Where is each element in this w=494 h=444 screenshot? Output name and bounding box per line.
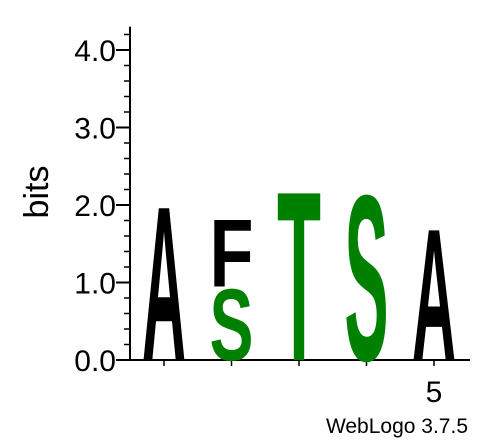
y-tick-label: 2.0 [74, 190, 116, 223]
x-tick-label: 5 [426, 376, 443, 409]
y-axis-label: bits [18, 166, 56, 219]
logo-letter-f: F [210, 200, 254, 308]
logo-letter-s: S [210, 268, 254, 382]
y-tick-label: 1.0 [74, 268, 116, 301]
y-tick-label: 4.0 [74, 35, 116, 68]
y-axis: 0.0 1.0 2.0 3.0 4.0 [74, 26, 131, 378]
letter-stacks: A SF T S A [142, 140, 456, 411]
y-tick-label: 3.0 [74, 113, 116, 146]
logo-letter-a: A [412, 189, 456, 400]
y-tick-label: 0.0 [74, 345, 116, 378]
logo-letter-a: A [142, 161, 186, 408]
logo-letter-s: S [345, 146, 389, 410]
weblogo-credit: WebLogo 3.7.5 [326, 415, 468, 438]
x-axis: 5 [130, 359, 470, 409]
logo-letter-t: T [277, 140, 321, 411]
